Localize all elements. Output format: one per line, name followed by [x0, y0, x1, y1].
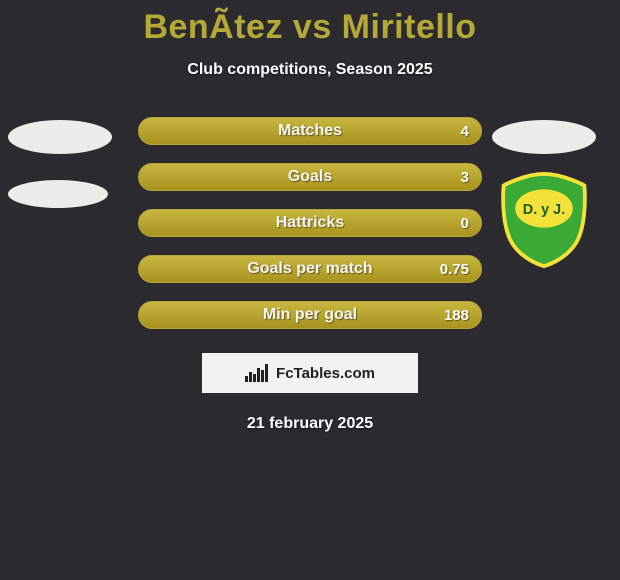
stat-row-matches: Matches 4: [138, 117, 482, 145]
left-badge-column: [8, 120, 112, 208]
stat-label: Matches: [139, 122, 481, 140]
stat-row-goals-per-match: Goals per match 0.75: [138, 255, 482, 283]
stat-value: 4: [461, 123, 469, 140]
player-right-badge-1: [492, 120, 596, 154]
brand-text: FcTables.com: [276, 365, 375, 382]
stat-row-goals: Goals 3: [138, 163, 482, 191]
player-left-badge-2: [8, 180, 108, 208]
brand-box[interactable]: FcTables.com: [202, 353, 418, 393]
stat-value: 0.75: [440, 261, 469, 278]
date-text: 21 february 2025: [0, 415, 620, 433]
player-left-badge-1: [8, 120, 112, 154]
club-shield-text: D. y J.: [523, 202, 565, 218]
stat-bars: Matches 4 Goals 3 Hattricks 0 Goals per …: [138, 117, 482, 329]
stat-label: Goals per match: [139, 260, 481, 278]
stat-row-min-per-goal: Min per goal 188: [138, 301, 482, 329]
stat-label: Goals: [139, 168, 481, 186]
stat-label: Min per goal: [139, 306, 481, 324]
right-badge-column: D. y J.: [492, 120, 596, 268]
bar-chart-icon: [245, 364, 268, 382]
stat-value: 188: [444, 307, 469, 324]
club-shield-icon: D. y J.: [496, 172, 592, 268]
comparison-title: BenÃ­tez vs Miritello: [0, 0, 620, 47]
stat-row-hattricks: Hattricks 0: [138, 209, 482, 237]
stat-value: 0: [461, 215, 469, 232]
comparison-subtitle: Club competitions, Season 2025: [0, 61, 620, 79]
stat-label: Hattricks: [139, 214, 481, 232]
stat-value: 3: [461, 169, 469, 186]
